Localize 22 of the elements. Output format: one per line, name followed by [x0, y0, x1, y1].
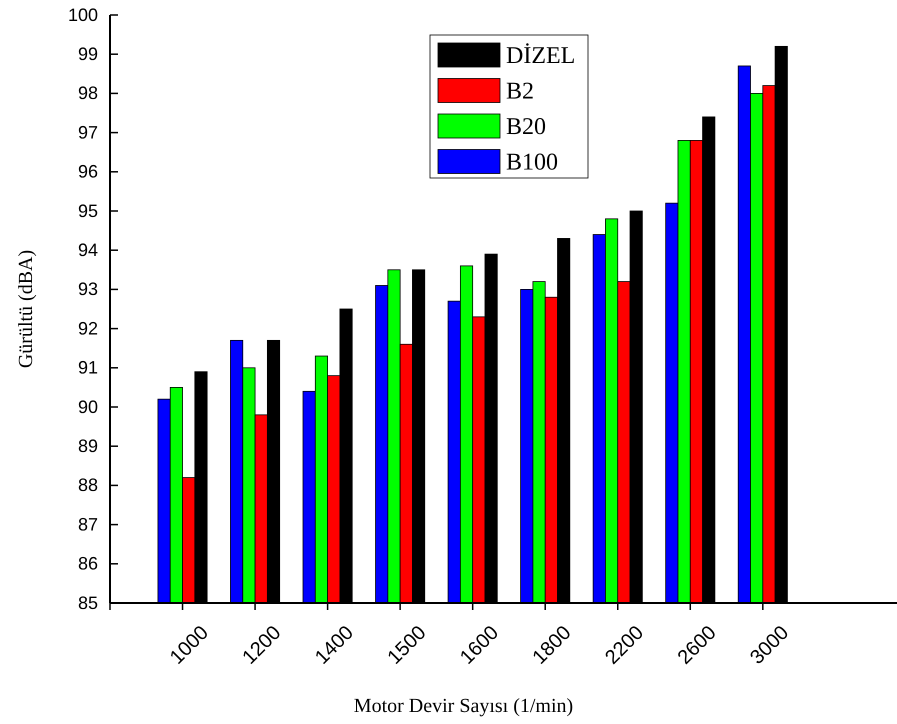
y-tick-label: 91	[78, 358, 98, 378]
y-tick-label: 87	[78, 514, 98, 534]
legend-label: B100	[506, 150, 558, 176]
y-tick-label: 92	[78, 318, 98, 338]
y-tick-label: 99	[78, 44, 98, 64]
legend-label: B2	[506, 78, 534, 104]
y-tick-label: 98	[78, 83, 98, 104]
y-tick-label: 97	[78, 122, 98, 142]
y-tick-label: 100	[68, 4, 98, 25]
y-tick-label: 93	[78, 279, 98, 300]
x-axis-title: Motor Devir Sayısı (1/min)	[354, 695, 574, 717]
legend-label: DİZEL	[506, 43, 576, 69]
y-tick-label: 95	[78, 200, 98, 221]
y-axis-title: Gürültü (dBA)	[15, 250, 37, 368]
y-tick-label: 94	[78, 240, 98, 260]
y-tick-label: 86	[78, 554, 98, 574]
legend-label: B20	[506, 114, 546, 140]
y-tick-label: 85	[78, 592, 98, 613]
y-tick-label: 96	[78, 162, 98, 182]
y-tick-label: 88	[78, 475, 98, 496]
y-tick-label: 90	[78, 396, 98, 417]
y-tick-label: 89	[78, 436, 98, 456]
